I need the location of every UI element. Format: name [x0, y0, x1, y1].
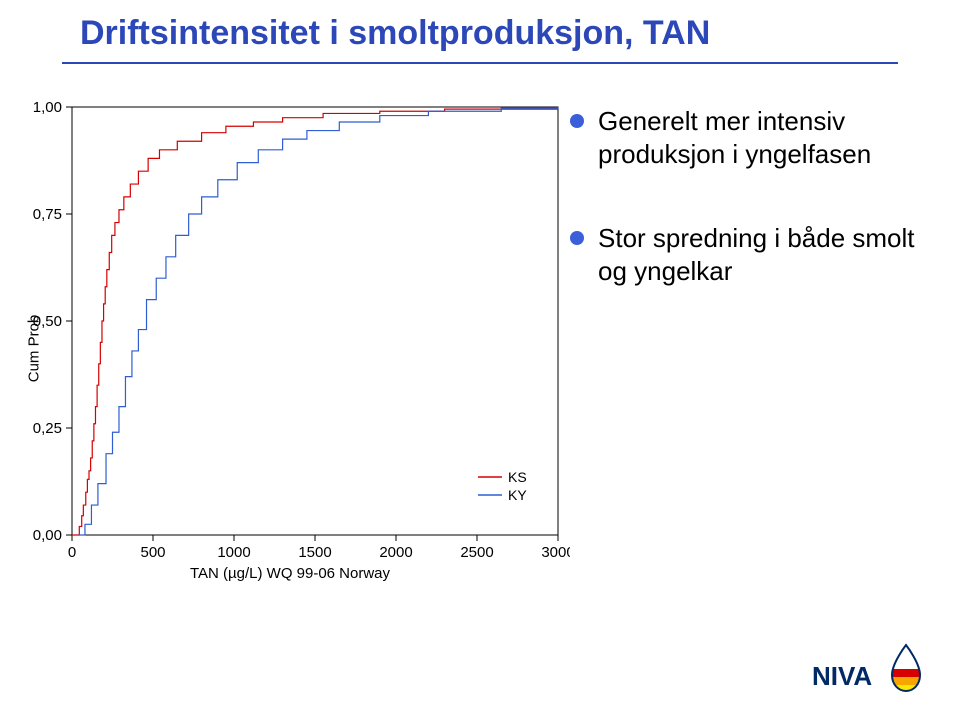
y-axis-label: Cum Prob [25, 315, 42, 383]
title-underline [62, 62, 898, 64]
svg-text:KS: KS [508, 469, 527, 485]
chart: 0500100015002000250030000,000,250,500,75… [10, 95, 570, 585]
svg-text:0,00: 0,00 [33, 527, 62, 544]
bullet-item: Generelt mer intensiv produksjon i yngel… [570, 105, 940, 170]
svg-text:KY: KY [508, 487, 527, 503]
bullet-dot-icon [570, 231, 584, 245]
bullet-dot-icon [570, 114, 584, 128]
slide: Driftsintensitet i smoltproduksjon, TAN … [0, 0, 960, 711]
svg-text:2000: 2000 [379, 544, 412, 561]
svg-text:0,75: 0,75 [33, 206, 62, 223]
bullet-text: Stor spredning i både smolt og yngelkar [598, 223, 915, 286]
svg-text:1000: 1000 [217, 544, 250, 561]
svg-text:NIVA: NIVA [812, 661, 872, 691]
svg-text:1,00: 1,00 [33, 99, 62, 116]
niva-logo: NIVA [810, 641, 930, 693]
bullet-text: Generelt mer intensiv produksjon i yngel… [598, 106, 871, 169]
svg-text:0,25: 0,25 [33, 420, 62, 437]
svg-text:3000: 3000 [541, 544, 570, 561]
svg-text:2500: 2500 [460, 544, 493, 561]
svg-text:0: 0 [68, 544, 76, 561]
bullet-item: Stor spredning i både smolt og yngelkar [570, 222, 940, 287]
svg-text:500: 500 [140, 544, 165, 561]
bullet-list: Generelt mer intensiv produksjon i yngel… [570, 105, 940, 319]
page-title: Driftsintensitet i smoltproduksjon, TAN [80, 14, 710, 53]
svg-text:1500: 1500 [298, 544, 331, 561]
x-axis-label: TAN (µg/L) WQ 99-06 Norway [10, 565, 570, 582]
chart-svg: 0500100015002000250030000,000,250,500,75… [10, 95, 570, 585]
